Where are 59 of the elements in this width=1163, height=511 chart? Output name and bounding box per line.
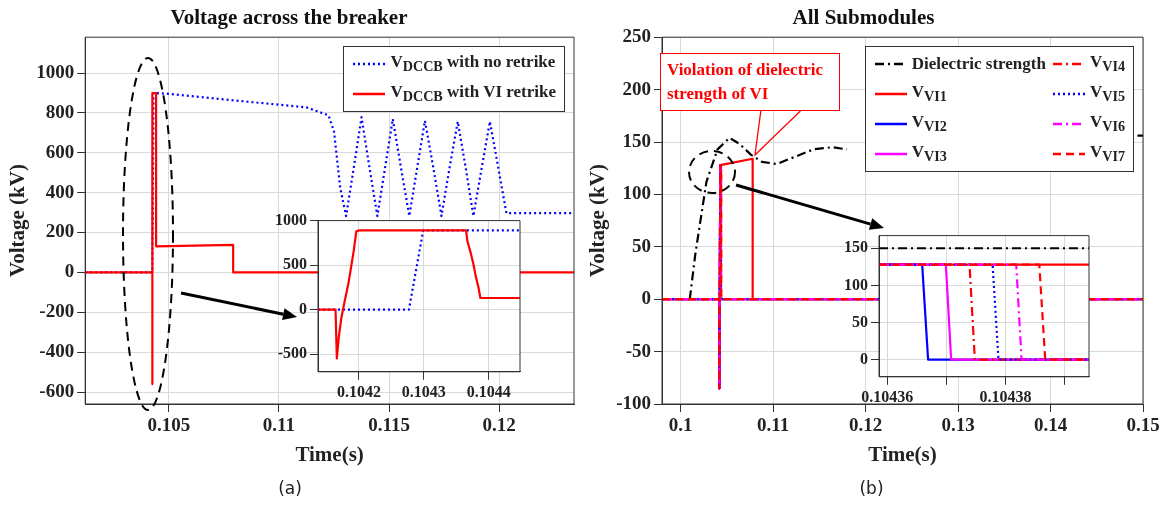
y-tick-label: 100 — [844, 275, 868, 293]
y-tick-label: 500 — [283, 255, 307, 273]
y-tick-label: 50 — [632, 234, 652, 256]
chart-title: All Submodules — [792, 5, 935, 30]
y-tick-label: 1000 — [36, 60, 75, 82]
legend-label: V$_{VI5}$ — [1089, 82, 1125, 106]
y-tick-label: 150 — [622, 129, 652, 151]
y-tick-label: 0 — [860, 349, 868, 367]
legend-label: V$_{VI2}$ — [911, 112, 947, 136]
y-tick-label: 800 — [45, 100, 75, 122]
legend-label: Dielectric strength — [911, 54, 1046, 75]
y-axis-title: Voltage (kV) — [585, 164, 610, 278]
x-axis-title: Time(s) — [868, 441, 937, 466]
y-tick-label: -600 — [39, 379, 75, 401]
x-tick-label: 0.15 — [1126, 414, 1160, 436]
legend-label: V$_{VI4}$ — [1089, 52, 1125, 76]
y-tick-label: 200 — [622, 77, 652, 99]
y-axis-title: Voltage (kV) — [5, 164, 30, 278]
y-tick-label: -400 — [39, 340, 75, 362]
y-tick-label: 150 — [844, 238, 868, 256]
x-tick-label: 0.11 — [756, 414, 790, 436]
chart-title: Voltage across the breaker — [170, 5, 408, 30]
y-tick-label: 0 — [641, 287, 652, 309]
y-tick-label: 1000 — [275, 210, 307, 228]
x-tick-label: 0.1 — [668, 414, 693, 436]
x-tick-label: 0.12 — [482, 414, 516, 436]
x-tick-label: 0.12 — [848, 414, 883, 436]
x-tick-label: 0.1042 — [336, 382, 381, 400]
x-tick-label: 0.11 — [262, 414, 296, 436]
legend-label: V$_{VI7}$ — [1089, 142, 1125, 166]
legend-label: V$_{DCCB}$ with no retrike — [390, 52, 556, 76]
legend-label: V$_{DCCB}$ with VI retrike — [390, 82, 556, 106]
x-tick-label: 0.115 — [368, 414, 410, 436]
y-tick-label: 600 — [45, 140, 75, 162]
y-tick-label: 50 — [852, 312, 868, 330]
y-tick-label: 400 — [45, 180, 75, 202]
x-axis-title: Time(s) — [295, 441, 364, 466]
legend-label: V$_{VI1}$ — [911, 82, 947, 106]
y-tick-label: -50 — [625, 339, 652, 361]
x-tick-label: 0.10438 — [979, 387, 1032, 405]
x-tick-label: 0.10436 — [861, 387, 914, 405]
y-tick-label: 0 — [64, 260, 75, 282]
legend-label: V$_{VI3}$ — [911, 142, 947, 166]
y-tick-label: 200 — [45, 220, 75, 242]
x-tick-label: 0.1044 — [466, 382, 511, 400]
y-tick-label: -100 — [616, 391, 652, 413]
x-tick-label: 0.13 — [941, 414, 975, 436]
y-tick-label: 0 — [299, 299, 307, 317]
annotation: Violation of dielectric strength of VI — [667, 60, 824, 103]
y-tick-label: 250 — [622, 25, 652, 47]
y-tick-label: -200 — [39, 300, 75, 322]
x-tick-label: 0.1043 — [401, 382, 446, 400]
legend-label: V$_{VI6}$ — [1089, 112, 1125, 136]
x-tick-label: 0.105 — [147, 414, 191, 436]
y-tick-label: 100 — [622, 182, 652, 204]
text: (b) — [858, 478, 885, 498]
x-tick-label: 0.14 — [1033, 414, 1068, 436]
text: (a) — [277, 478, 303, 498]
y-tick-label: -500 — [277, 344, 307, 362]
